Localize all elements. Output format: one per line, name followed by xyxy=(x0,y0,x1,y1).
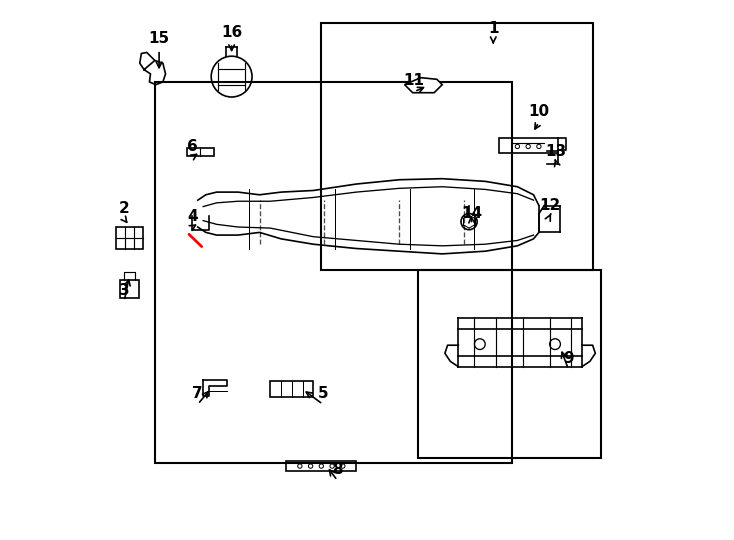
Text: 1: 1 xyxy=(488,21,498,36)
Text: 7: 7 xyxy=(192,386,203,401)
Bar xyxy=(498,138,558,153)
Bar xyxy=(286,461,356,471)
Text: 15: 15 xyxy=(148,31,170,46)
Bar xyxy=(321,23,592,270)
Bar xyxy=(187,147,214,156)
Text: 10: 10 xyxy=(528,104,550,119)
Bar xyxy=(155,82,512,463)
Text: 14: 14 xyxy=(461,206,482,221)
Text: 8: 8 xyxy=(333,462,343,477)
Text: 2: 2 xyxy=(119,201,129,215)
Text: 9: 9 xyxy=(563,351,574,366)
Bar xyxy=(270,381,313,397)
Text: 12: 12 xyxy=(539,198,560,213)
Bar xyxy=(120,280,139,299)
Text: 6: 6 xyxy=(187,139,197,154)
Text: 3: 3 xyxy=(119,283,129,298)
Text: 11: 11 xyxy=(404,73,425,89)
Polygon shape xyxy=(404,78,442,93)
Bar xyxy=(418,270,600,458)
Text: 5: 5 xyxy=(318,386,328,401)
Text: 4: 4 xyxy=(187,209,197,224)
Text: 13: 13 xyxy=(545,144,567,159)
Text: 16: 16 xyxy=(221,25,242,40)
Bar xyxy=(116,227,143,248)
